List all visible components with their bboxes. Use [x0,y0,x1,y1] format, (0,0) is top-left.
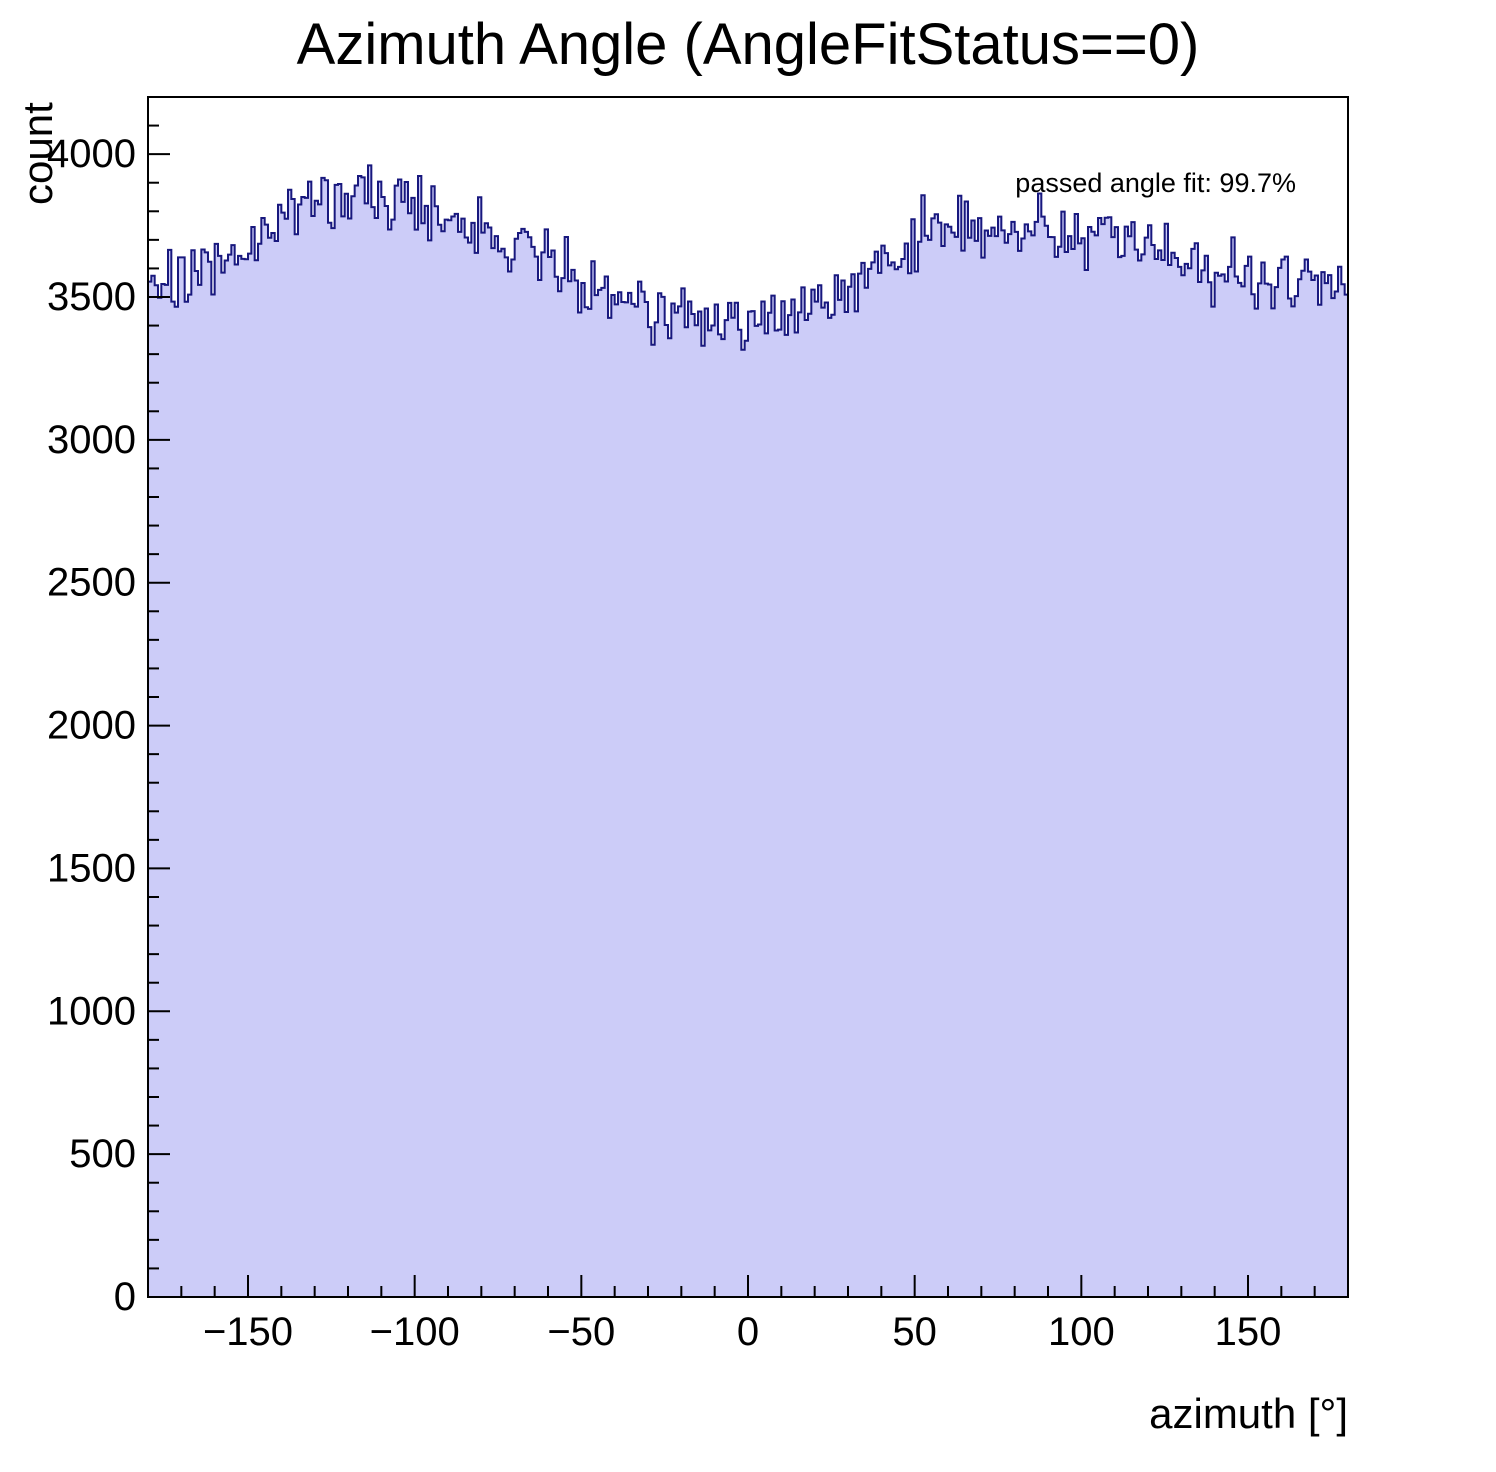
x-axis-title: azimuth [°] [1149,1390,1348,1437]
x-tick-label: −50 [547,1310,615,1354]
y-tick-label: 2000 [47,704,136,748]
x-tick-label: −150 [203,1310,293,1354]
y-axis-title: count [14,102,61,205]
chart-title: Azimuth Angle (AngleFitStatus==0) [297,12,1200,77]
y-tick-label: 1500 [47,846,136,890]
histogram-fill [148,165,1348,1297]
y-tick-label: 0 [114,1275,136,1319]
histogram-outline [147,164,1349,1297]
y-tick-label: 4000 [47,132,136,176]
annotation-passed-angle-fit: passed angle fit: 99.7% [1015,168,1296,198]
x-tick-label: −100 [370,1310,460,1354]
y-tick-label: 3000 [47,418,136,462]
x-tick-label: 50 [892,1310,937,1354]
y-tick-label: 2500 [47,561,136,605]
y-tick-label: 500 [69,1132,136,1176]
x-tick-label: 150 [1215,1310,1282,1354]
y-tick-label: 3500 [47,275,136,319]
y-tick-label: 1000 [47,989,136,1033]
x-tick-label: 0 [737,1310,759,1354]
x-tick-label: 100 [1048,1310,1115,1354]
